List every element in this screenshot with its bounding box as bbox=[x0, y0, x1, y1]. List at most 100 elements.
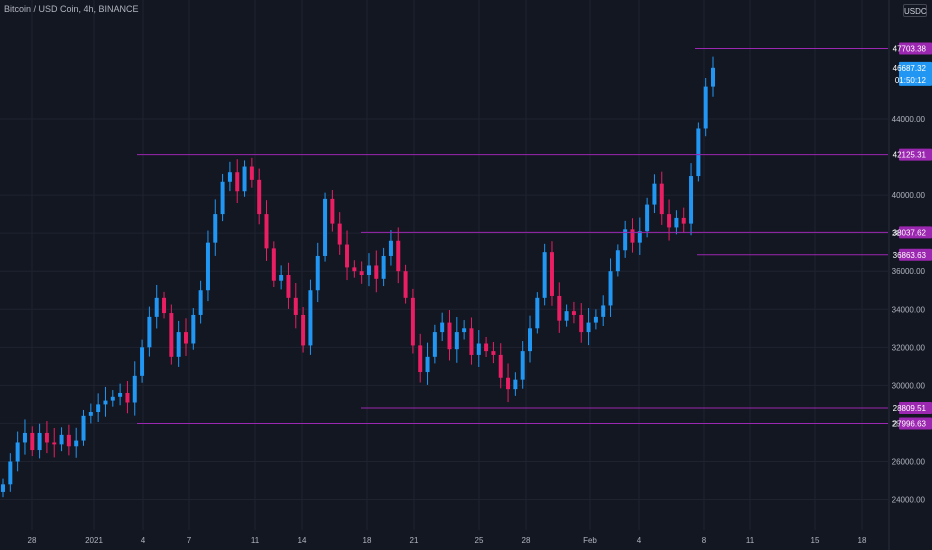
candle bbox=[564, 304, 569, 327]
x-tick-label: 4 bbox=[141, 536, 146, 545]
current-price-tag bbox=[899, 61, 932, 86]
candle-body bbox=[22, 432, 27, 443]
candle-body bbox=[388, 240, 393, 256]
time-axis[interactable]: 28 2021 4 7 11 14 18 21 25 28 Feb 4 8 11 15 18 bbox=[28, 536, 867, 545]
candle-body bbox=[542, 252, 547, 298]
candle bbox=[308, 279, 313, 355]
candle-body bbox=[359, 271, 364, 275]
x-tick-label: 11 bbox=[746, 536, 755, 545]
symbol-title[interactable]: Bitcoin / USD Coin, 4h, BINANCE bbox=[4, 4, 139, 14]
x-tick-label: 18 bbox=[858, 536, 867, 545]
candle bbox=[286, 262, 291, 309]
candle bbox=[235, 159, 240, 203]
candle-body bbox=[257, 179, 262, 215]
candle bbox=[162, 291, 167, 319]
candle-body bbox=[301, 314, 306, 346]
candle bbox=[667, 199, 672, 241]
candle bbox=[535, 292, 540, 334]
y-tick-label: 26000.00 bbox=[892, 457, 926, 466]
candle-body bbox=[432, 332, 437, 357]
level-tag-label: 38037.62 bbox=[893, 228, 927, 237]
level-tag-label: 47703.38 bbox=[893, 44, 927, 53]
candle-body bbox=[462, 328, 467, 333]
candle-body bbox=[249, 166, 254, 180]
candle-body bbox=[659, 183, 664, 215]
candle bbox=[476, 330, 481, 367]
candle-body bbox=[330, 198, 335, 224]
y-tick-label: 36000.00 bbox=[892, 267, 926, 276]
candle-body bbox=[30, 432, 35, 451]
candle bbox=[96, 393, 101, 422]
candle bbox=[469, 317, 474, 365]
candle bbox=[118, 383, 123, 406]
candle bbox=[110, 390, 115, 407]
candle-body bbox=[601, 305, 606, 317]
candle bbox=[257, 168, 262, 225]
candle bbox=[674, 210, 679, 235]
price-axis[interactable]: 24000.0026000.0028000.0030000.0032000.00… bbox=[892, 115, 926, 505]
candle-body bbox=[484, 343, 489, 352]
candle-body bbox=[1, 484, 5, 492]
candle bbox=[125, 381, 130, 414]
candle-body bbox=[66, 434, 71, 447]
candle bbox=[88, 403, 93, 424]
candle bbox=[528, 315, 533, 363]
candle bbox=[359, 261, 364, 284]
candle-body bbox=[681, 217, 686, 224]
candle bbox=[440, 312, 445, 341]
candle-body bbox=[140, 347, 145, 376]
candle-body bbox=[418, 345, 423, 373]
candle-body bbox=[615, 250, 620, 272]
x-tick-label: 28 bbox=[28, 536, 37, 545]
candle bbox=[330, 190, 335, 232]
candle bbox=[74, 427, 79, 458]
candle-body bbox=[506, 377, 511, 390]
y-tick-label: 30000.00 bbox=[892, 381, 926, 390]
candles bbox=[1, 56, 715, 498]
candle bbox=[103, 386, 108, 417]
level-tag-label: 28809.51 bbox=[893, 404, 927, 413]
candle bbox=[154, 284, 159, 329]
candle bbox=[205, 230, 210, 302]
candle bbox=[711, 56, 715, 97]
candle bbox=[140, 339, 145, 383]
candle-body bbox=[118, 392, 123, 397]
candle-body bbox=[337, 223, 342, 245]
candle-body bbox=[110, 396, 115, 401]
candle-body bbox=[557, 295, 562, 321]
candle bbox=[147, 306, 152, 357]
y-tick-label: 40000.00 bbox=[892, 191, 926, 200]
candle-body bbox=[147, 316, 152, 348]
candle-body bbox=[345, 244, 350, 268]
candle bbox=[220, 173, 225, 222]
candle-body bbox=[564, 311, 569, 321]
candle bbox=[366, 253, 371, 287]
candle-body bbox=[381, 255, 386, 279]
candle-body bbox=[645, 204, 650, 232]
candle bbox=[323, 192, 328, 262]
candle bbox=[410, 288, 415, 354]
grid bbox=[0, 0, 890, 550]
candle bbox=[249, 157, 254, 188]
candle-body bbox=[689, 176, 694, 224]
x-tick-label: Feb bbox=[583, 536, 597, 545]
level-tag bbox=[899, 248, 932, 261]
currency-badge[interactable]: USDC bbox=[903, 4, 927, 17]
candle-body bbox=[220, 181, 225, 215]
candle bbox=[615, 244, 620, 277]
candle-body bbox=[8, 461, 13, 485]
y-tick-label: 34000.00 bbox=[892, 305, 926, 314]
candle-body bbox=[513, 379, 518, 390]
level-tag bbox=[899, 402, 932, 415]
candle-body bbox=[528, 328, 533, 352]
x-tick-label: 28 bbox=[522, 536, 531, 545]
support-resistance-lines[interactable] bbox=[137, 47, 888, 424]
candle bbox=[388, 230, 393, 266]
candle-body bbox=[242, 166, 247, 192]
candle-body bbox=[183, 332, 188, 344]
candle bbox=[630, 218, 635, 253]
candle bbox=[293, 282, 298, 329]
candle bbox=[227, 161, 232, 192]
candle bbox=[579, 303, 584, 343]
